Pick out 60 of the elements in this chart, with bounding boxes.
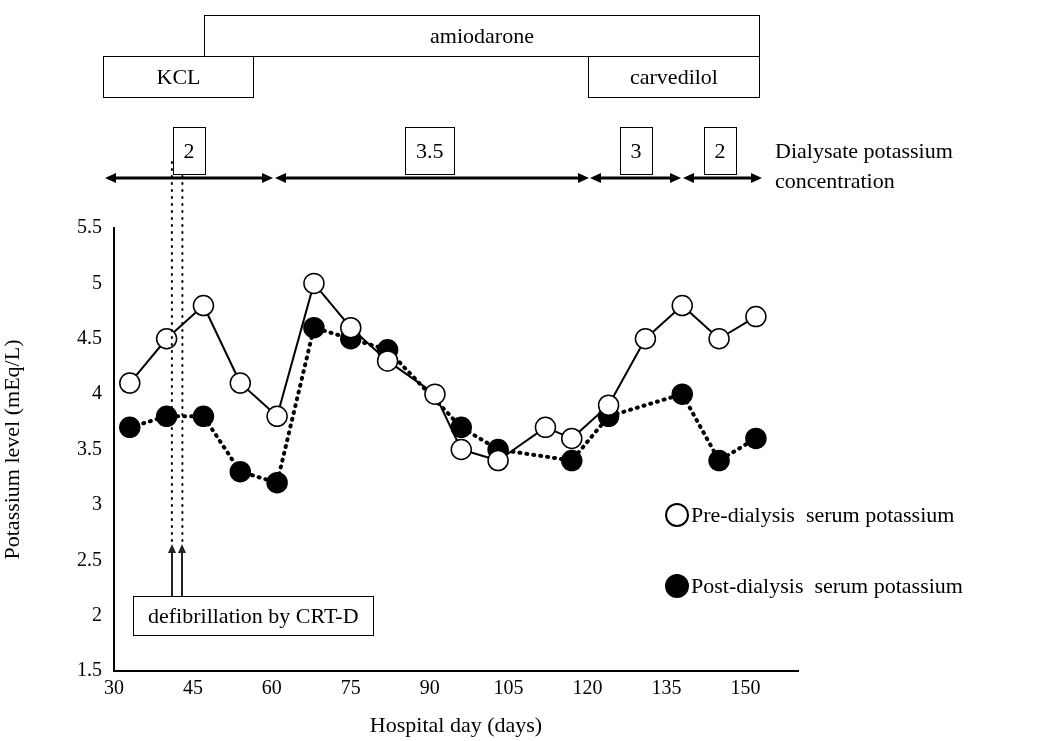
text: 3.5 bbox=[405, 127, 455, 175]
point bbox=[340, 316, 362, 339]
x-tick-label: 45 bbox=[182, 676, 203, 699]
x-tick-label: 150 bbox=[730, 676, 761, 699]
x-tick-label: 90 bbox=[419, 676, 440, 699]
x-axis-title: Hospital day (days) bbox=[369, 711, 543, 737]
point bbox=[303, 272, 325, 295]
text: Dialysate potassium concentration bbox=[775, 137, 954, 195]
legend-label: Post-dialysis serum potassium bbox=[691, 573, 963, 599]
x-tick-label: 60 bbox=[261, 676, 282, 699]
point bbox=[155, 405, 178, 428]
point bbox=[561, 427, 583, 450]
point bbox=[303, 316, 325, 339]
text: amiodarone bbox=[204, 15, 760, 57]
point bbox=[671, 383, 693, 405]
text: carvedilol bbox=[588, 56, 760, 98]
legend-label: Pre-dialysis serum potassium bbox=[691, 502, 955, 528]
x-tick-label: 30 bbox=[104, 676, 124, 699]
point bbox=[376, 350, 399, 372]
y-tick-label: 2 bbox=[92, 602, 102, 625]
point bbox=[229, 372, 252, 394]
x-tick-label: 120 bbox=[572, 676, 603, 699]
y-tick-label: 3 bbox=[92, 492, 102, 515]
point bbox=[597, 394, 620, 416]
y-tick-label: 1.5 bbox=[77, 658, 102, 681]
x-tick-label: 75 bbox=[340, 676, 361, 699]
point bbox=[424, 383, 446, 405]
text: 2 bbox=[172, 127, 206, 175]
point bbox=[561, 449, 583, 472]
point bbox=[192, 294, 215, 317]
point bbox=[155, 328, 178, 350]
point bbox=[745, 305, 767, 328]
point bbox=[487, 449, 509, 472]
x-tick-label: 105 bbox=[493, 676, 524, 699]
y-tick-label: 2.5 bbox=[77, 547, 102, 570]
point bbox=[266, 471, 288, 494]
point bbox=[450, 416, 473, 439]
text: 2 bbox=[703, 127, 737, 175]
point bbox=[266, 405, 288, 428]
annotation: defibrillation by CRT-D bbox=[133, 596, 374, 636]
point bbox=[119, 416, 141, 439]
point bbox=[708, 449, 730, 472]
y-tick-label: 3.5 bbox=[77, 436, 102, 459]
point bbox=[634, 328, 657, 350]
point bbox=[119, 372, 141, 394]
point bbox=[708, 328, 730, 350]
text: 3 bbox=[619, 127, 653, 175]
y-tick-label: 4 bbox=[92, 381, 102, 404]
point bbox=[745, 427, 767, 450]
y-tick-label: 5 bbox=[92, 270, 102, 293]
point bbox=[450, 438, 473, 461]
text: KCL bbox=[103, 56, 254, 98]
point bbox=[534, 416, 557, 439]
y-tick-label: 4.5 bbox=[77, 326, 102, 348]
point bbox=[671, 294, 693, 317]
y-tick-label: 5.5 bbox=[77, 215, 102, 238]
y-axis-title: Potassium level (mEq/L) bbox=[0, 339, 24, 560]
point bbox=[192, 405, 215, 428]
x-tick-label: 135 bbox=[651, 676, 682, 699]
point bbox=[229, 460, 252, 483]
